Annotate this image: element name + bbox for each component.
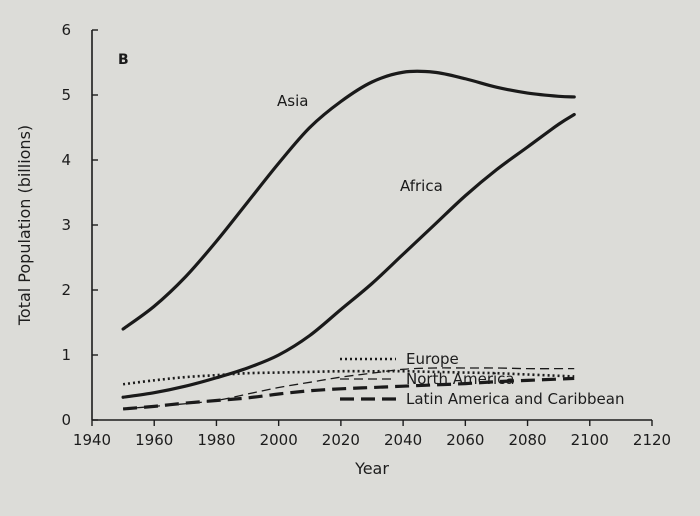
x-tick-label: 2040	[384, 431, 422, 449]
legend-label-north-america: North America	[406, 370, 515, 388]
legend: Europe North America Latin America and C…	[340, 350, 624, 408]
legend-label-latin-america: Latin America and Caribbean	[406, 390, 624, 408]
x-tick-label: 1980	[197, 431, 235, 449]
x-ticks: 1940 1960 1980 2000 2020 2040 2060 2080 2100 2120	[73, 420, 671, 449]
x-tick-label: 2020	[322, 431, 360, 449]
panel-label: B	[118, 52, 129, 68]
x-axis-title: Year	[354, 459, 389, 478]
series-label-africa: Africa	[400, 177, 443, 195]
series-label-asia: Asia	[277, 92, 308, 110]
x-tick-label: 1960	[135, 431, 173, 449]
series-line-latin-america-and-caribbean	[122, 376, 575, 411]
axes: 1940 1960 1980 2000 2020 2040 2060 2080 2100 2120…	[61, 21, 671, 449]
series-line-africa	[121, 112, 576, 399]
y-tick-label: 6	[61, 21, 71, 39]
y-ticks: 0 1 2 3 4 5 6	[61, 21, 98, 429]
legend-label-europe: Europe	[406, 350, 459, 368]
x-tick-label: 2060	[446, 431, 484, 449]
series-line-asia	[121, 69, 576, 331]
y-tick-label: 2	[61, 281, 71, 299]
x-tick-label: 1940	[73, 431, 111, 449]
y-axis-title: Total Population (billions)	[15, 125, 34, 326]
x-tick-label: 2080	[508, 431, 546, 449]
series-line-north-america	[123, 367, 575, 410]
x-tick-label: 2000	[260, 431, 298, 449]
series-lines	[121, 69, 576, 411]
x-tick-label: 2100	[571, 431, 609, 449]
y-tick-label: 3	[61, 216, 71, 234]
x-tick-label: 2120	[633, 431, 671, 449]
y-tick-label: 5	[61, 86, 71, 104]
y-tick-label: 4	[61, 151, 71, 169]
y-tick-label: 0	[61, 411, 71, 429]
y-tick-label: 1	[61, 346, 71, 364]
